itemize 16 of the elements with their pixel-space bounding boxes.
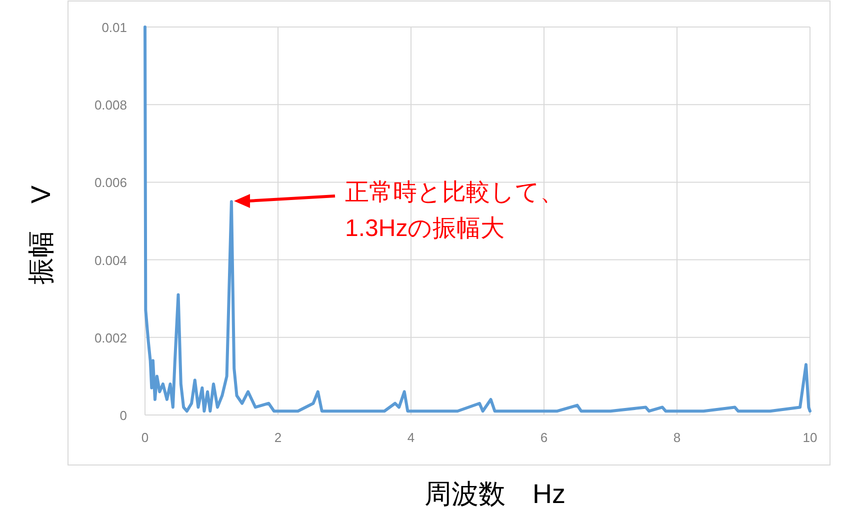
y-tick-label: 0.004 <box>94 252 127 268</box>
y-axis-title: 振幅 V <box>26 185 56 285</box>
x-tick-label: 2 <box>274 430 282 445</box>
x-tick-label: 8 <box>673 430 681 445</box>
y-tick-label: 0.002 <box>94 330 127 346</box>
y-tick-label: 0.01 <box>102 20 127 35</box>
x-tick-label: 0 <box>141 430 149 445</box>
annotation: 正常時と比較して、 1.3Hzの振幅大 <box>345 179 564 242</box>
x-axis-title: 周波数 Hz <box>424 479 566 509</box>
x-tick-label: 10 <box>802 430 818 445</box>
x-tick-label: 6 <box>540 430 548 445</box>
y-tick-label: 0.006 <box>94 175 127 190</box>
x-tick-label: 4 <box>407 430 415 445</box>
y-tick-label: 0 <box>120 408 127 423</box>
line-series <box>144 26 812 413</box>
y-tick-label: 0.008 <box>94 98 127 113</box>
